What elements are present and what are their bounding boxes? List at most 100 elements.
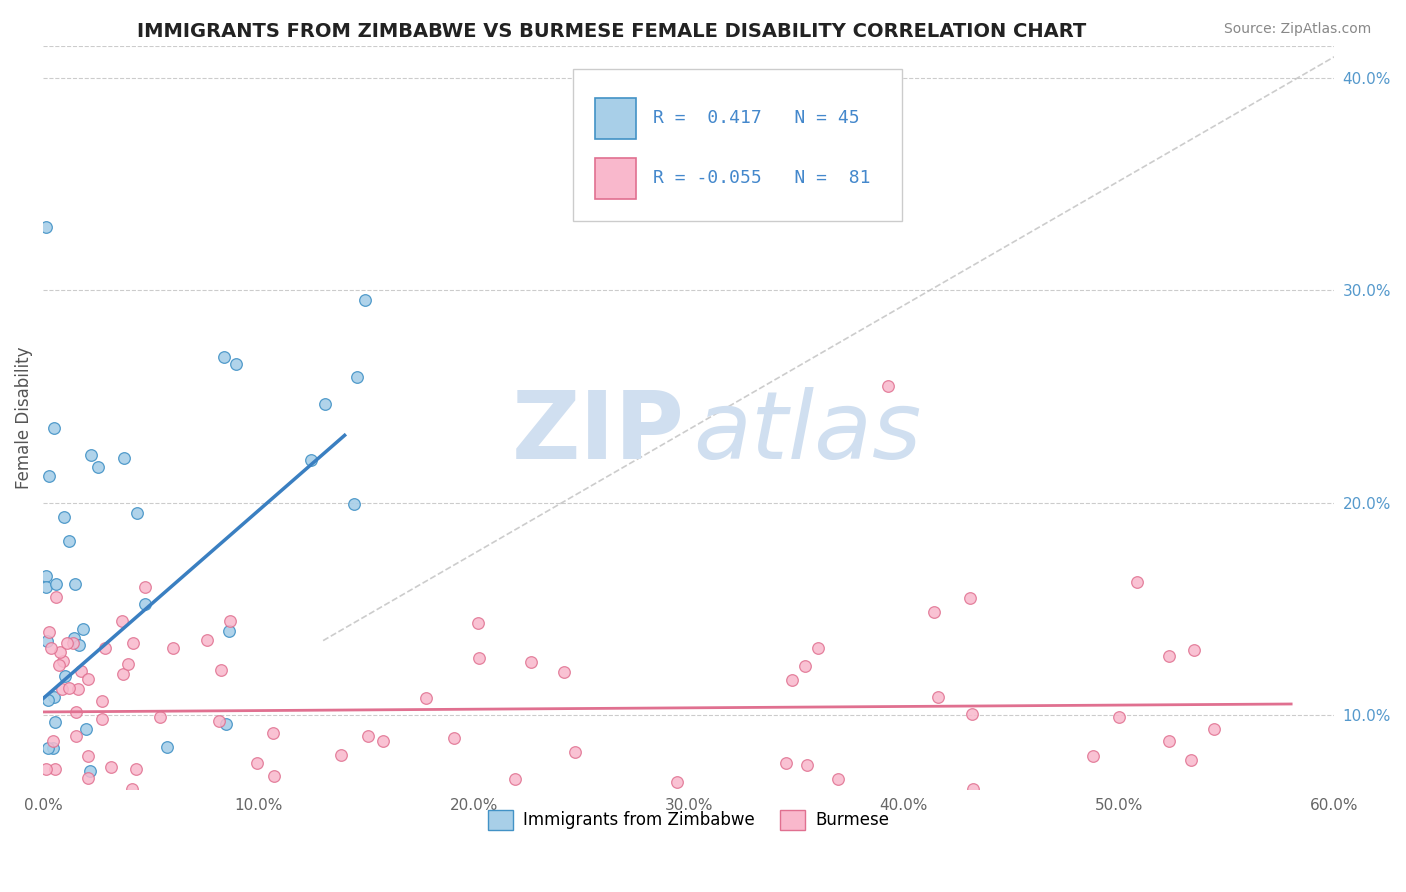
Point [214,350,236,364]
Point [299,453,322,467]
Point [53,669,76,683]
Point [165,811,187,825]
Point [960,707,983,722]
Point [45,590,67,604]
Point [314,397,336,411]
Point [160,797,183,812]
Point [125,506,148,520]
Point [415,690,437,705]
Point [34,763,56,777]
Point [114,450,136,465]
Point [208,714,231,728]
Point [1081,749,1104,764]
Point [745,840,768,855]
Point [44,762,66,776]
Point [65,706,87,720]
Point [780,673,803,688]
Point [67,638,90,652]
Point [134,580,156,594]
Point [184,795,207,809]
Point [44,421,66,435]
Point [263,769,285,783]
Point [62,635,84,649]
Point [53,510,76,524]
Point [39,640,62,655]
Point [42,733,65,747]
Point [195,633,218,648]
Point [76,749,98,764]
Point [156,740,179,755]
Point [90,712,112,726]
Point [65,729,87,743]
Point [76,771,98,785]
Point [125,762,148,776]
Point [962,781,984,796]
Point [246,756,269,770]
Point [42,740,65,755]
Point [79,448,101,462]
Point [564,745,586,759]
Point [796,757,818,772]
Point [1159,734,1181,748]
Point [134,597,156,611]
Point [37,741,59,756]
Point [121,782,143,797]
Point [877,379,900,393]
Point [218,614,240,628]
Point [354,293,377,307]
Point [94,640,117,655]
Point [44,714,66,729]
Point [58,534,80,549]
Point [1180,753,1202,767]
Point [218,624,240,639]
Point [356,729,378,743]
Point [72,622,94,636]
Point [45,810,67,824]
Point [775,756,797,771]
Point [48,657,70,672]
Point [149,710,172,724]
Point [44,690,66,704]
Point [58,681,80,695]
Point [77,672,100,686]
Point [100,760,122,774]
Point [52,654,75,668]
Point [162,641,184,656]
Text: R = -0.055   N =  81: R = -0.055 N = 81 [652,169,870,187]
Point [56,635,79,649]
Text: R =  0.417   N = 45: R = 0.417 N = 45 [652,110,859,128]
Point [122,636,145,650]
Point [38,468,60,483]
Point [1157,648,1180,663]
Point [665,775,688,789]
Point [1108,710,1130,724]
FancyBboxPatch shape [595,158,636,199]
Point [927,690,949,705]
Text: IMMIGRANTS FROM ZIMBABWE VS BURMESE FEMALE DISABILITY CORRELATION CHART: IMMIGRANTS FROM ZIMBABWE VS BURMESE FEMA… [136,22,1087,41]
Point [38,813,60,827]
Point [225,357,247,371]
Point [79,764,101,779]
Point [67,682,90,697]
Point [67,855,90,869]
Point [553,665,575,680]
Point [520,656,543,670]
Point [79,863,101,878]
Point [70,665,93,679]
Point [111,614,134,628]
Point [209,664,232,678]
Point [49,645,72,659]
Point [34,569,56,583]
Point [45,576,67,591]
Y-axis label: Female Disability: Female Disability [15,346,32,489]
Point [51,681,73,696]
Point [467,616,489,631]
Point [94,802,117,816]
Point [1202,723,1225,737]
Point [112,667,135,681]
Point [117,657,139,671]
Point [87,459,110,474]
FancyBboxPatch shape [595,98,636,139]
Point [343,497,366,511]
Point [215,716,238,731]
